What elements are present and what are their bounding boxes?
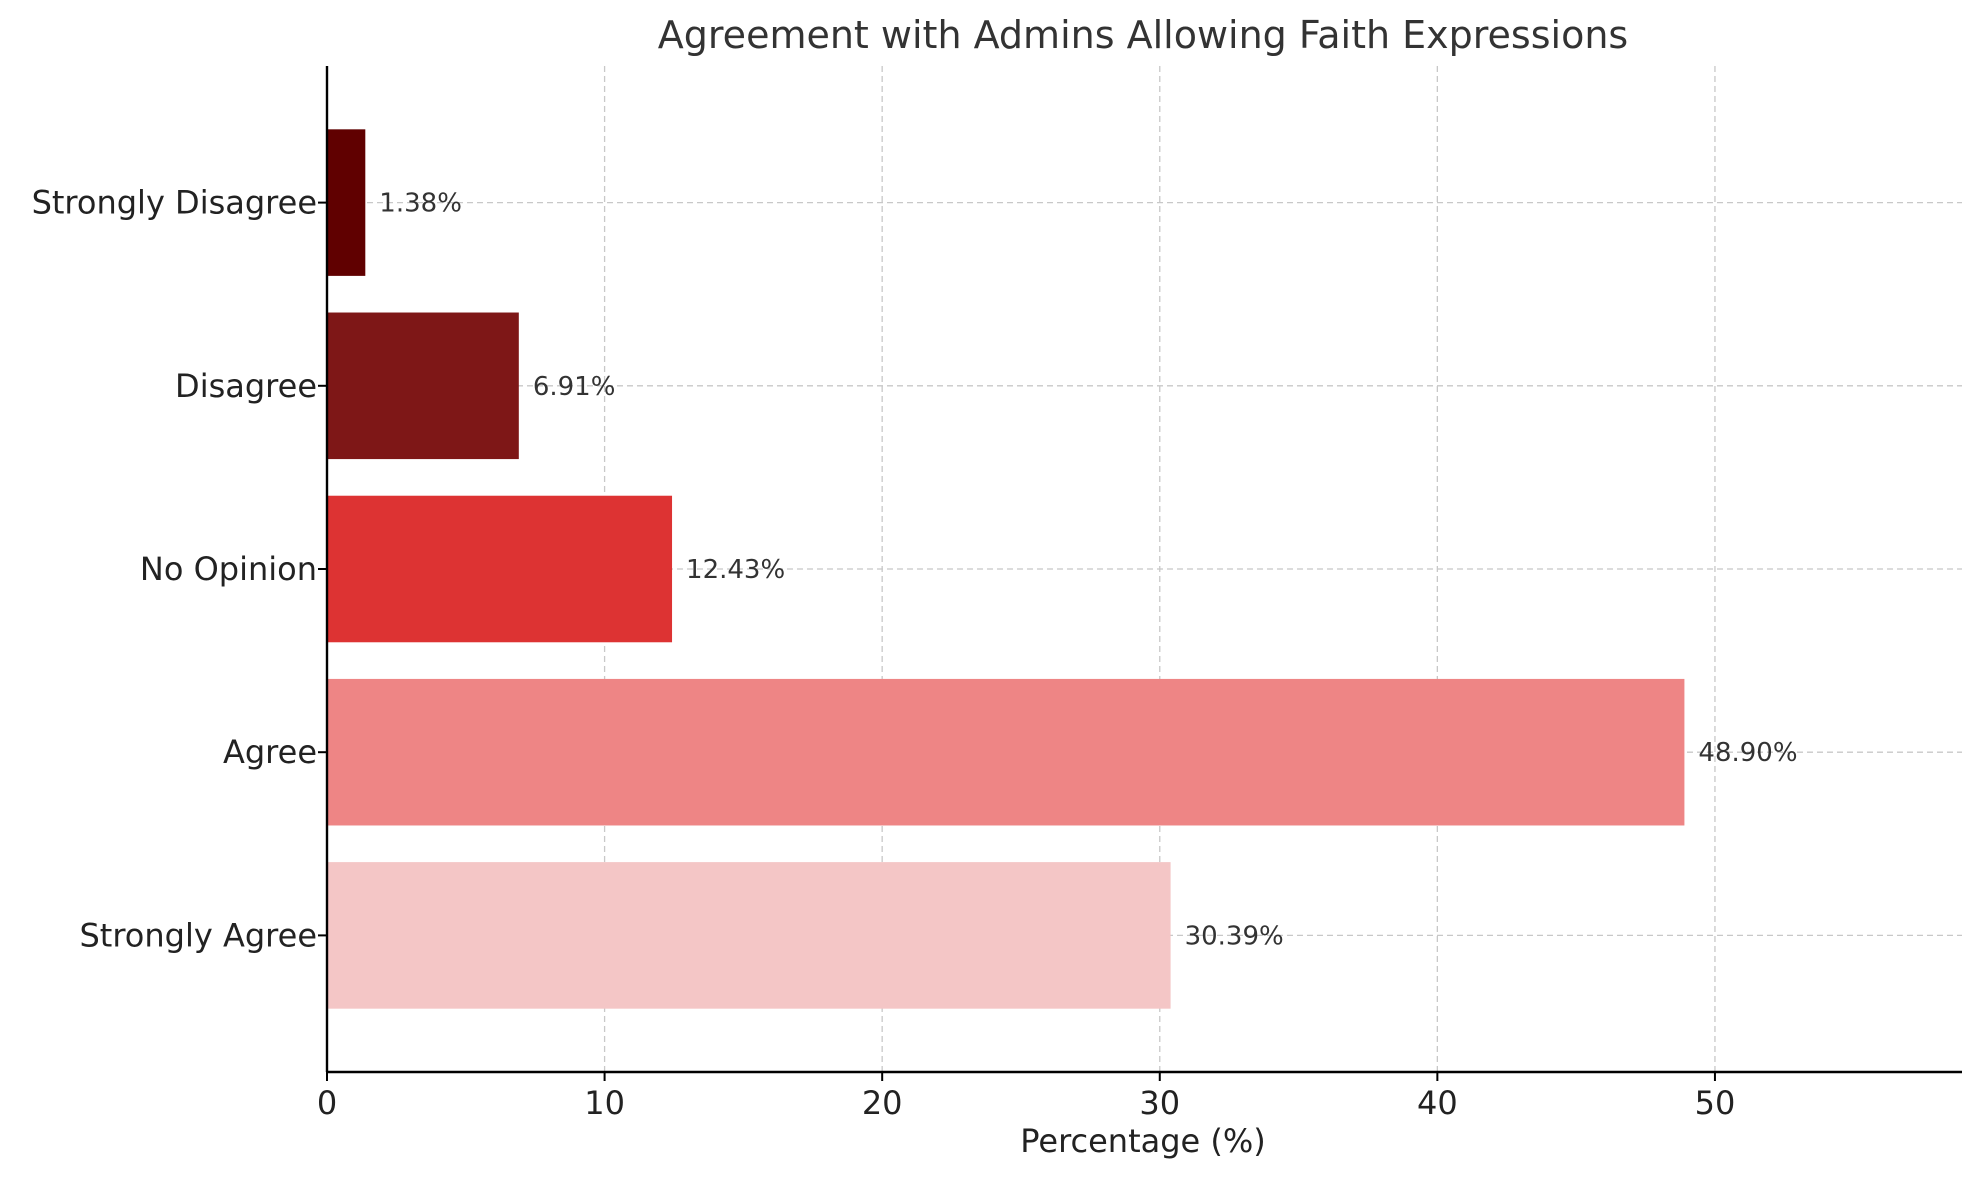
y-tick-label: Agree	[223, 733, 317, 771]
bar	[327, 312, 519, 460]
bar	[327, 495, 673, 643]
x-tick-label: 0	[317, 1084, 337, 1122]
y-tick-label: Strongly Agree	[79, 916, 317, 954]
bar	[327, 862, 1171, 1009]
bar-value-label: 48.90%	[1698, 738, 1797, 768]
y-tick-label: No Opinion	[140, 550, 317, 588]
bar-value-label: 1.38%	[379, 189, 462, 219]
x-tick-label: 30	[1139, 1084, 1180, 1122]
y-tick-label: Strongly Disagree	[32, 184, 317, 222]
bar-value-label: 6.91%	[533, 372, 616, 402]
bar-value-label: 12.43%	[686, 555, 785, 585]
x-tick-label: 50	[1695, 1084, 1736, 1122]
x-tick-label: 40	[1417, 1084, 1458, 1122]
bar	[327, 678, 1685, 826]
axis-layer: 0 10 20 30 40 50 Strongly Agree Agree No Opinion…	[32, 66, 1962, 1122]
bar-layer: 30.39% 48.90% 12.43% 6.91% 1.38%	[327, 129, 1798, 1009]
bar-value-label: 30.39%	[1185, 921, 1284, 951]
chart-title: Agreement with Admins Allowing Faith Exp…	[658, 13, 1628, 57]
x-axis-label: Percentage (%)	[1020, 1122, 1266, 1160]
x-tick-label: 10	[584, 1084, 625, 1122]
bar	[327, 129, 366, 276]
y-tick-label: Disagree	[175, 367, 317, 405]
x-tick-label: 20	[862, 1084, 903, 1122]
